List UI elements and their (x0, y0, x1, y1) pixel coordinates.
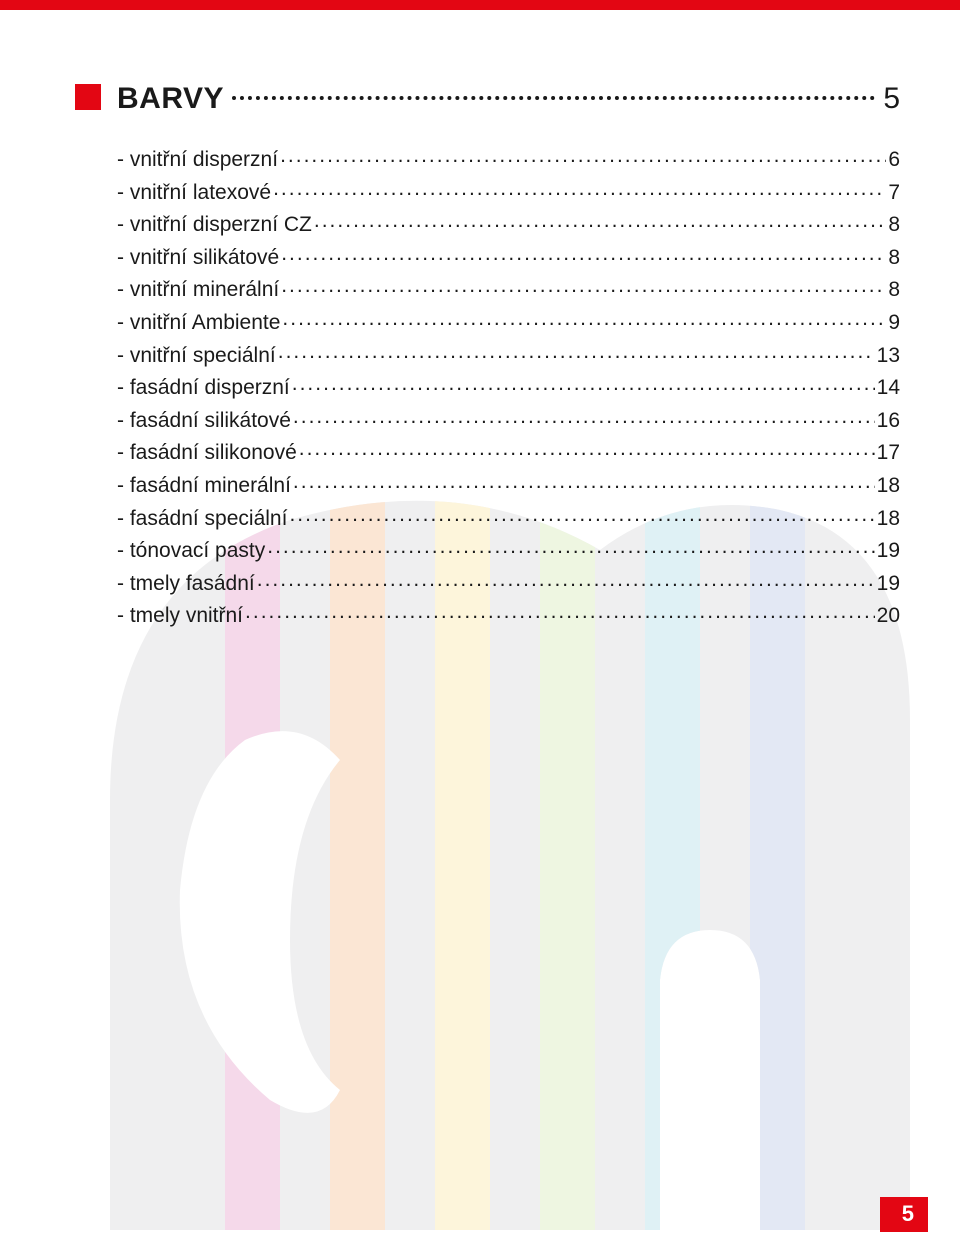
table-of-contents: - vnitřní disperzní 6- vnitřní latexové … (117, 144, 900, 633)
toc-page-number: 18 (877, 470, 900, 503)
toc-page-number: 19 (877, 568, 900, 601)
content-area: BARVY 5 - vnitřní disperzní 6 - vnitřní l… (75, 82, 900, 633)
toc-page-number: 18 (877, 503, 900, 536)
section-leader-dots (232, 96, 875, 100)
toc-page-number: 17 (877, 437, 900, 470)
toc-leader-dots (280, 140, 886, 162)
toc-leader-dots (289, 499, 874, 521)
toc-label: - fasádní minerální (117, 470, 291, 503)
toc-leader-dots (282, 303, 886, 325)
toc-label: - vnitřní minerální (117, 274, 279, 307)
toc-label: - fasádní speciální (117, 503, 287, 536)
toc-page-number: 16 (877, 405, 900, 438)
toc-label: - vnitřní speciální (117, 340, 276, 373)
toc-page-number: 19 (877, 535, 900, 568)
toc-leader-dots (273, 173, 886, 195)
section-page-number: 5 (883, 82, 900, 116)
toc-leader-dots (293, 466, 875, 488)
toc-leader-dots (245, 596, 875, 618)
toc-page-number: 8 (888, 274, 900, 307)
toc-label: - vnitřní latexové (117, 177, 271, 210)
toc-page-number: 9 (888, 307, 900, 340)
toc-leader-dots (281, 270, 886, 292)
toc-label: - fasádní disperzní (117, 372, 290, 405)
toc-label: - fasádní silikátové (117, 405, 291, 438)
section-bullet-icon (75, 84, 101, 110)
footer-page-number: 5 (902, 1201, 914, 1226)
toc-page-number: 14 (877, 372, 900, 405)
toc-page-number: 8 (888, 242, 900, 275)
toc-label: - vnitřní Ambiente (117, 307, 280, 340)
toc-page-number: 20 (877, 600, 900, 633)
document-page: BARVY 5 - vnitřní disperzní 6 - vnitřní l… (0, 0, 960, 1258)
toc-label: - tónovací pasty (117, 535, 265, 568)
toc-page-number: 7 (888, 177, 900, 210)
section-heading-row: BARVY 5 (75, 82, 900, 116)
toc-page-number: 6 (888, 144, 900, 177)
toc-leader-dots (278, 336, 875, 358)
toc-leader-dots (281, 238, 886, 260)
toc-label: - vnitřní silikátové (117, 242, 279, 275)
toc-label: - tmely vnitřní (117, 600, 243, 633)
toc-leader-dots (299, 433, 875, 455)
footer-page-badge: 5 (880, 1197, 928, 1232)
toc-label: - tmely fasádní (117, 568, 255, 601)
toc-leader-dots (314, 205, 886, 227)
toc-page-number: 13 (877, 340, 900, 373)
section-title: BARVY (117, 82, 224, 116)
top-accent-bar (0, 0, 960, 10)
toc-leader-dots (293, 401, 875, 423)
toc-page-number: 8 (888, 209, 900, 242)
toc-row: - tmely vnitřní 20 (117, 600, 900, 633)
toc-leader-dots (292, 368, 875, 390)
toc-label: - fasádní silikonové (117, 437, 297, 470)
toc-leader-dots (267, 531, 874, 553)
toc-label: - vnitřní disperzní (117, 144, 278, 177)
toc-leader-dots (257, 564, 875, 586)
